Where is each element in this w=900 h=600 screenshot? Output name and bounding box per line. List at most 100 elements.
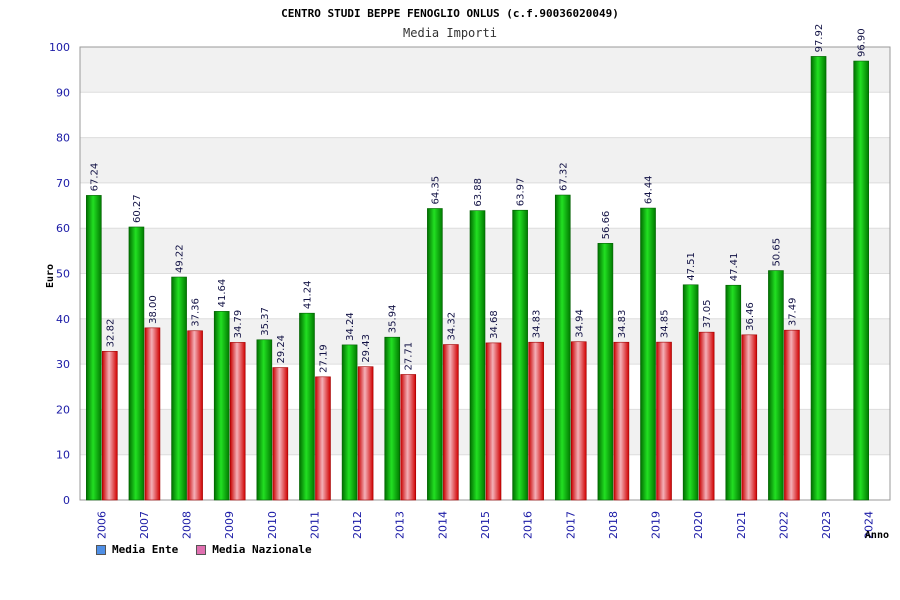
bar-media-nazionale [102,351,118,501]
y-tick-label: 80 [56,132,70,145]
bar-media-nazionale [187,330,203,501]
x-tick-label: 2007 [138,511,151,539]
bar-media-ente [299,312,315,501]
bar-media-ente [128,226,145,501]
data-label-media-nazionale: 37.49 [787,298,798,327]
x-tick-label: 2008 [181,511,194,539]
data-label-media-ente: 35.37 [260,307,271,336]
data-label-media-nazionale: 34.94 [574,309,585,338]
x-tick-label: 2022 [777,511,790,539]
data-label-media-ente: 63.97 [516,178,527,207]
x-tick-label: 2020 [692,511,705,539]
bar-media-ente [853,60,869,501]
bar-media-nazionale [656,341,672,501]
data-label-media-nazionale: 34.83 [617,310,628,339]
y-tick-label: 70 [56,177,70,190]
y-tick-label: 10 [56,449,70,462]
legend-label-media-nazionale: Media Nazionale [212,543,312,556]
y-tick-label: 60 [56,222,70,235]
y-axis-label: Euro [45,264,56,288]
bar-media-ente [86,195,102,501]
data-label-media-nazionale: 34.79 [233,310,244,339]
x-tick-label: 2018 [607,511,620,539]
data-label-media-ente: 41.64 [217,279,228,308]
bar-media-nazionale [613,341,630,501]
bar-media-nazionale [741,334,758,501]
data-label-media-nazionale: 36.46 [745,302,756,331]
plot-band [80,92,890,138]
data-label-media-ente: 67.32 [558,162,569,191]
bar-media-ente [597,243,614,501]
legend-swatch-media-nazionale [196,544,207,555]
y-tick-label: 40 [56,313,70,326]
data-label-media-nazionale: 34.32 [446,312,457,341]
data-label-media-nazionale: 27.19 [318,344,329,373]
y-tick-label: 20 [56,403,70,416]
y-tick-label: 30 [56,358,70,371]
bar-media-nazionale [485,342,502,501]
chart-title: CENTRO STUDI BEPPE FENOGLIO ONLUS (c.f.9… [281,7,619,20]
bar-media-ente [640,207,656,501]
data-label-media-ente: 34.24 [345,312,356,341]
y-axis-ticks: 0 10 20 30 40 50 60 70 80 90 100 [49,41,70,507]
bar-media-nazionale [272,367,289,501]
bar-value-labels: 67.24 32.82 60.27 38.00 49.22 37.36 41.64 34.79… [89,24,867,373]
bar-media-ente [171,276,187,501]
data-label-media-nazionale: 38.00 [148,295,159,324]
bar-media-nazionale [698,331,715,501]
x-tick-label: 2021 [735,511,748,539]
x-tick-label: 2023 [820,511,833,539]
bar-media-ente [768,270,784,501]
bar-media-ente [554,194,571,501]
data-label-media-nazionale: 27.71 [404,342,415,371]
x-tick-label: 2024 [863,511,876,539]
data-label-media-ente: 96.90 [857,28,868,57]
x-tick-label: 2015 [479,511,492,539]
plot-band [80,137,890,183]
x-tick-label: 2011 [308,511,321,539]
plot-band [80,47,890,93]
bars [86,56,869,501]
bar-media-ente [213,311,230,501]
bar-media-ente [256,339,273,501]
data-label-media-ente: 60.27 [132,194,143,223]
legend: Media Ente Media Nazionale [96,543,312,556]
bar-media-ente [469,210,486,501]
data-label-media-nazionale: 37.05 [702,300,713,329]
data-label-media-nazionale: 37.36 [191,298,202,327]
bar-media-nazionale [315,376,331,501]
data-label-media-nazionale: 29.43 [361,334,372,363]
bar-media-ente [384,336,401,501]
data-label-media-nazionale: 34.68 [489,310,500,339]
data-label-media-ente: 56.66 [601,211,612,240]
data-label-media-ente: 47.51 [686,252,697,281]
y-tick-label: 100 [49,41,70,54]
legend-item-media-nazionale: Media Nazionale [196,543,312,556]
x-tick-label: 2019 [650,511,663,539]
data-label-media-ente: 35.94 [388,305,399,334]
data-label-media-nazionale: 29.24 [276,335,287,364]
bar-media-nazionale [528,341,544,501]
data-label-media-ente: 41.24 [302,281,313,310]
x-axis-label: Anno [865,530,889,541]
data-label-media-ente: 50.65 [771,238,782,267]
bar-media-ente [341,344,358,501]
x-tick-label: 2017 [564,511,577,539]
bar-media-nazionale [229,342,246,501]
legend-swatch-media-ente [96,544,106,555]
bar-media-ente [682,284,699,501]
x-tick-label: 2012 [351,511,364,539]
x-tick-label: 2006 [95,511,108,539]
bar-media-nazionale [144,327,161,501]
data-label-media-nazionale: 34.83 [532,310,543,339]
data-label-media-ente: 97.92 [814,24,825,53]
data-label-media-ente: 63.88 [473,178,484,207]
bar-media-nazionale [357,366,374,501]
data-label-media-nazionale: 34.85 [660,309,671,338]
legend-item-media-ente: Media Ente [96,543,178,556]
data-label-media-ente: 64.44 [644,175,655,204]
chart-subtitle: Media Importi [403,26,497,40]
y-tick-label: 0 [63,494,70,507]
x-axis-ticks: 2006 2007 2008 2009 2010 2011 2012 2013 2014 2015… [95,511,875,539]
